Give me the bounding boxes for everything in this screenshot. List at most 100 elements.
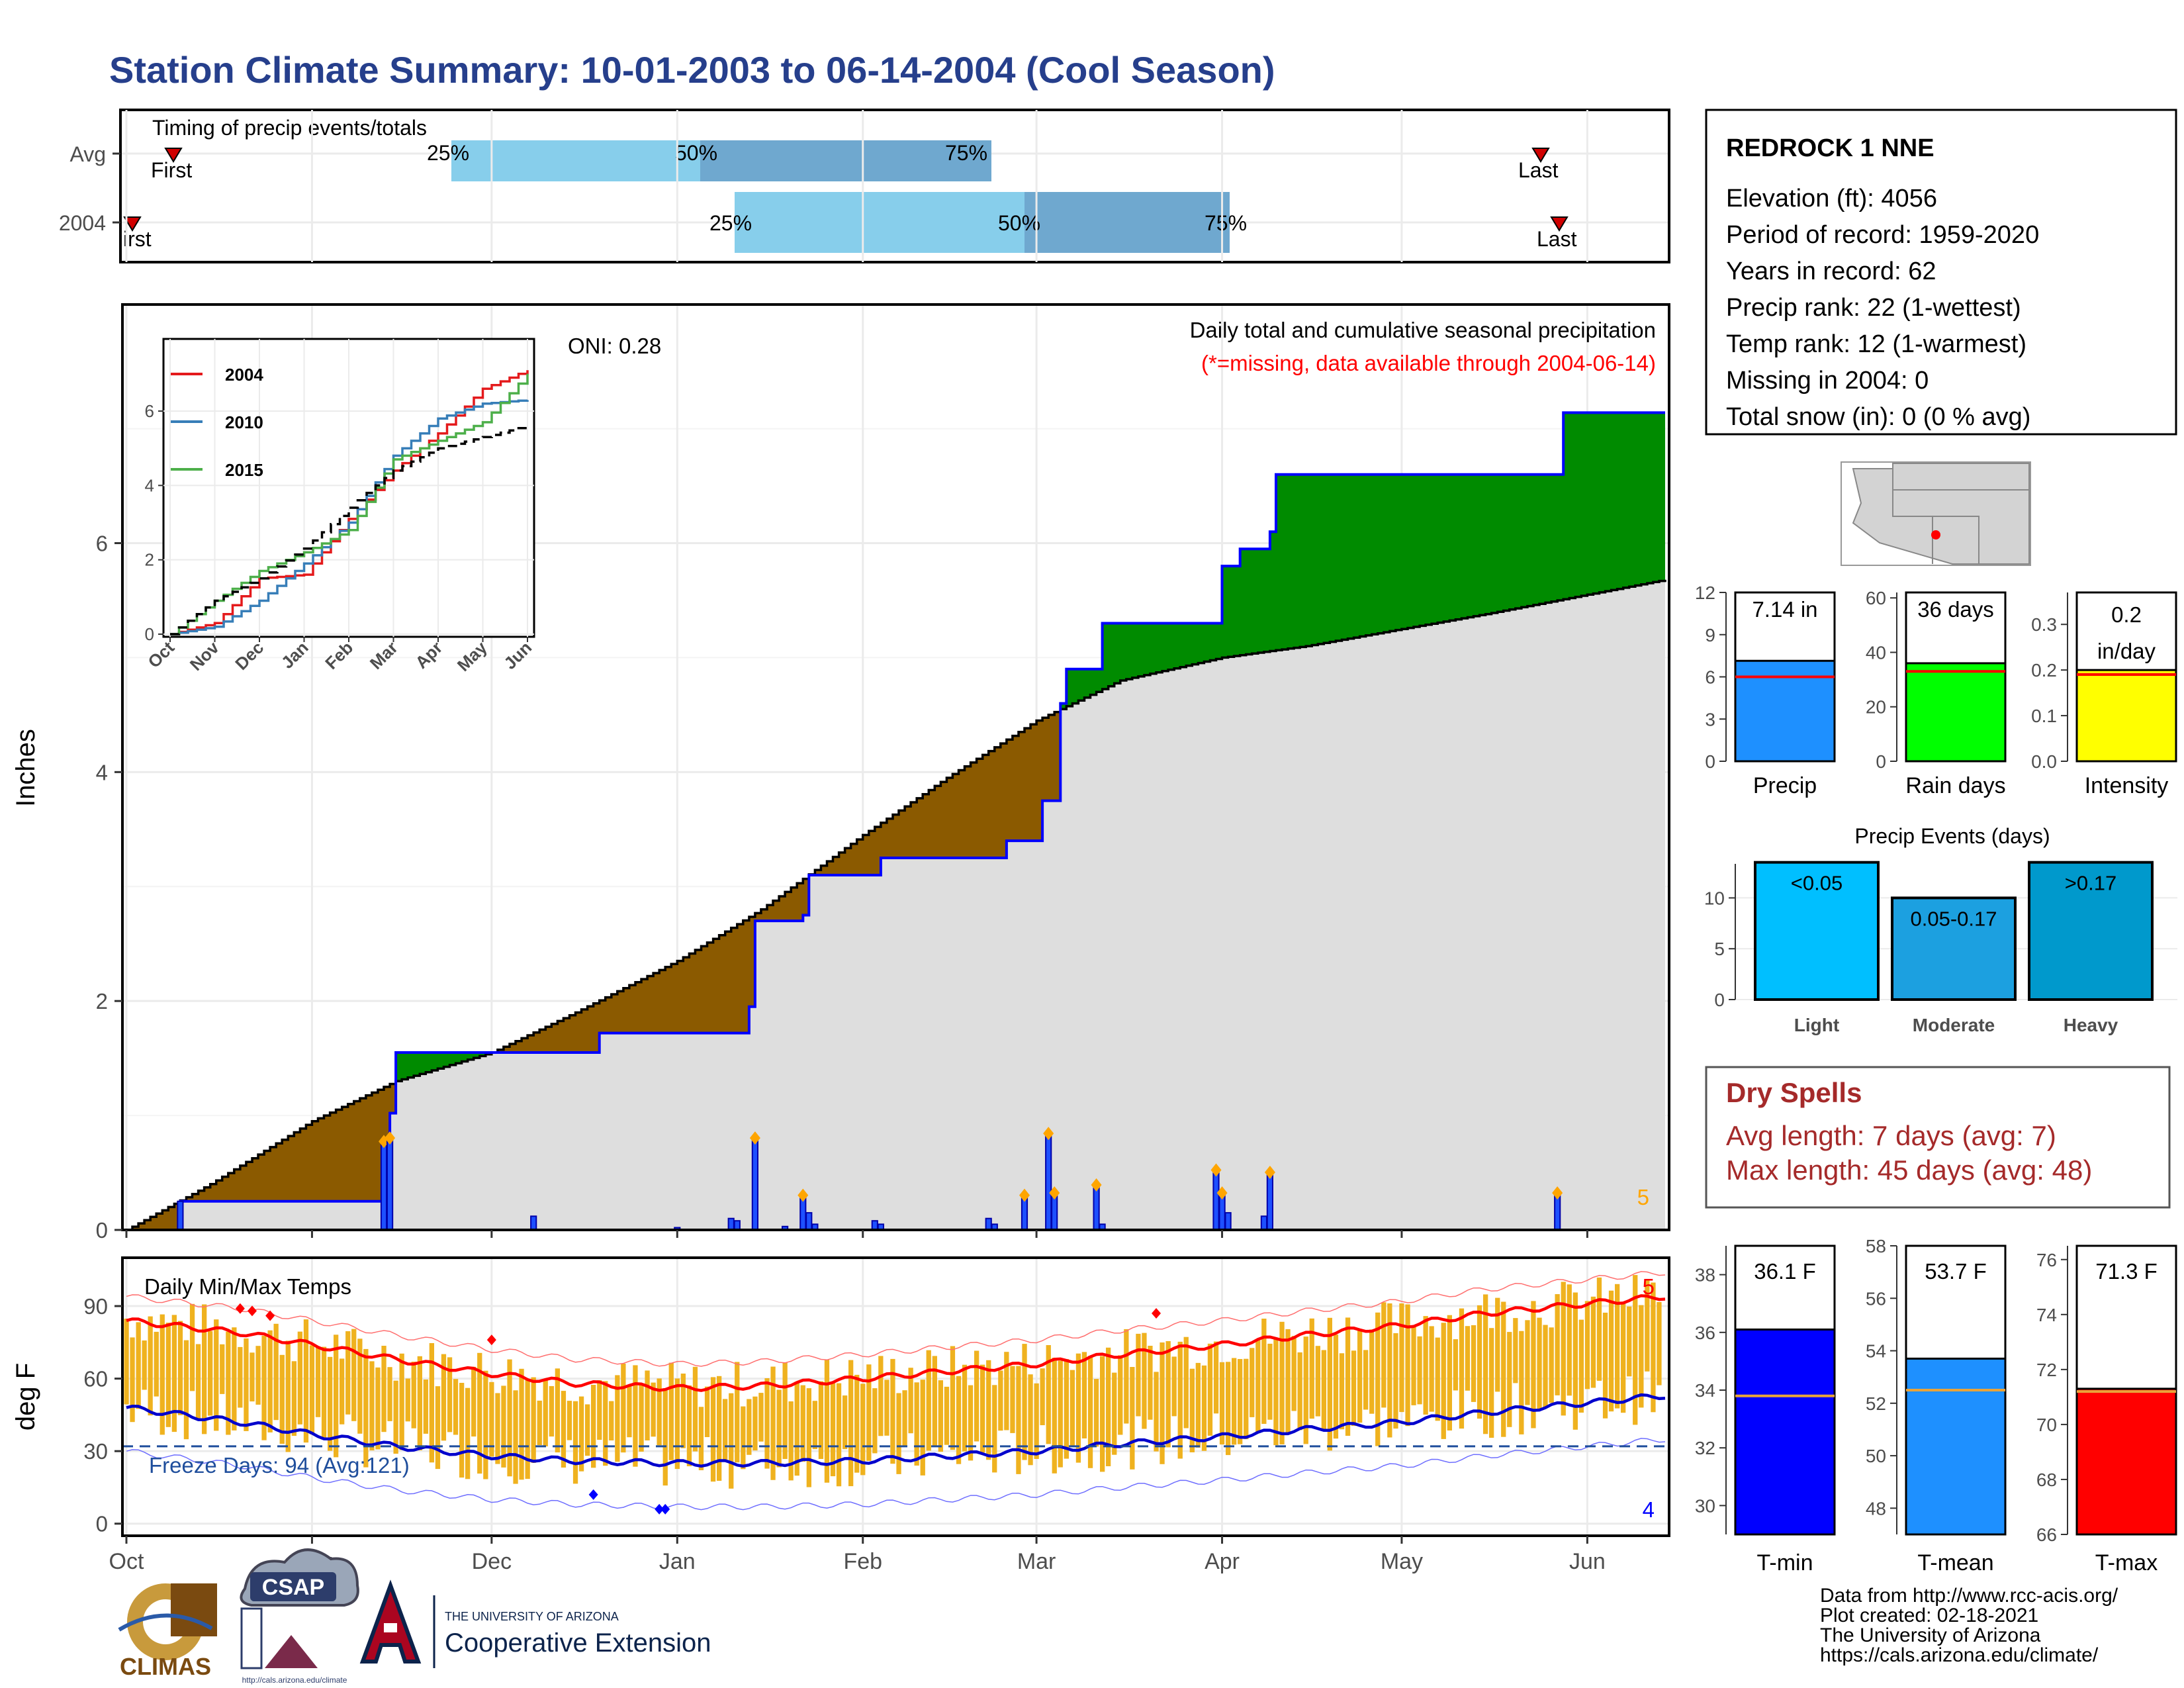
tbar-label: T-min <box>1757 1550 1813 1575</box>
summary-tick-label: 3 <box>1705 709 1715 729</box>
daily-temp-bar <box>1633 1275 1638 1425</box>
daily-temp-bar <box>1058 1360 1063 1468</box>
inset-month-label: Nov <box>186 637 223 675</box>
heavy-event-marker <box>1043 1127 1054 1141</box>
daily-temp-bar <box>1627 1306 1632 1377</box>
tbar-tick-label: 52 <box>1866 1393 1886 1414</box>
inset-month-label: Apr <box>411 637 446 673</box>
inset-series-line-avg <box>170 426 529 635</box>
temp-title: Daily Min/Max Temps <box>144 1274 351 1299</box>
daily-temp-bar <box>1567 1284 1572 1396</box>
daily-temp-bar <box>381 1346 387 1432</box>
month-label: Mar <box>1017 1549 1056 1574</box>
daily-temp-bar <box>477 1352 482 1474</box>
daily-temp-bar <box>399 1353 404 1450</box>
summary-tick-label: 6 <box>1705 667 1715 688</box>
station-name: REDROCK 1 NNE <box>1726 134 1934 162</box>
station-line: Temp rank: 12 (1-warmest) <box>1726 330 2026 358</box>
daily-temp-bar <box>1381 1302 1387 1408</box>
daily-temp-bar <box>159 1314 165 1435</box>
daily-temp-bar <box>1393 1333 1398 1429</box>
y2004-pct-75: 75% <box>1205 211 1247 235</box>
summary-label-precip: Precip <box>1753 773 1817 798</box>
daily-temp-bar <box>525 1380 530 1479</box>
tbar-value: 36.1 F <box>1754 1259 1816 1284</box>
y2004-last-label: Last <box>1537 227 1577 251</box>
timing-title: Timing of precip events/totals <box>152 116 427 140</box>
footer-credits: Data from http://www.rcc-acis.org/ Plot … <box>1820 1585 2118 1666</box>
daily-temp-bar <box>267 1330 273 1432</box>
daily-temp-bar <box>1201 1365 1207 1451</box>
timing-2004-q50-q75 <box>1024 192 1230 253</box>
daily-temp-bar <box>1639 1305 1644 1408</box>
daily-temp-bar <box>195 1344 201 1420</box>
daily-temp-bar <box>1291 1336 1297 1411</box>
daily-temp-bar <box>1273 1338 1279 1446</box>
daily-temp-bar <box>1608 1290 1614 1412</box>
precip-corner-count: 5 <box>1637 1185 1649 1209</box>
daily-temp-bar <box>1345 1317 1351 1436</box>
tbar-value: 53.7 F <box>1925 1259 1987 1284</box>
daily-temp-bar <box>1261 1319 1267 1424</box>
daily-temp-bar <box>1369 1329 1375 1414</box>
tbar-tick-label: 54 <box>1866 1341 1886 1362</box>
daily-temp-bar <box>1136 1333 1141 1417</box>
daily-temp-bar <box>572 1401 578 1484</box>
daily-temp-bar <box>309 1345 315 1434</box>
daily-temp-bar <box>1584 1301 1590 1389</box>
footer-line: https://cals.arizona.edu/climate/ <box>1820 1644 2099 1666</box>
daily-temp-bar <box>735 1362 740 1463</box>
daily-temp-bar <box>854 1374 860 1473</box>
daily-temp-bar <box>938 1380 943 1452</box>
daily-temp-bar <box>1165 1341 1171 1448</box>
daily-temp-bar <box>495 1393 500 1464</box>
daily-temp-bar <box>142 1340 147 1390</box>
arizona-locator-map <box>1841 461 2031 566</box>
ua-top-text: THE UNIVERSITY OF ARIZONA <box>445 1610 619 1623</box>
daily-temp-bar <box>261 1335 267 1440</box>
daily-temp-bar <box>279 1354 285 1444</box>
tbar-tick-label: 36 <box>1695 1323 1715 1343</box>
daily-temp-bar <box>273 1323 279 1421</box>
daily-temp-bar <box>1501 1301 1506 1437</box>
daily-temp-bar <box>1489 1328 1494 1438</box>
daily-temp-bar <box>1555 1294 1560 1395</box>
daily-temp-bar <box>1285 1329 1291 1435</box>
daily-temp-bar <box>1453 1339 1458 1391</box>
tbar-tick-label: 32 <box>1695 1438 1715 1458</box>
daily-temp-bar <box>363 1348 369 1468</box>
inset-series-line-2004 <box>170 370 529 635</box>
page-title: Station Climate Summary: 10-01-2003 to 0… <box>109 49 1275 91</box>
daily-temp-bar <box>723 1399 728 1462</box>
daily-temp-bar <box>465 1387 471 1479</box>
summary-tick-label: 0.2 <box>2031 660 2057 680</box>
footer-line: Data from http://www.rcc-acis.org/ <box>1820 1585 2118 1607</box>
daily-temp-bar <box>387 1367 392 1421</box>
precip-ytick-label: 4 <box>96 760 108 784</box>
daily-temp-bar <box>1596 1277 1602 1381</box>
tbar-tick-label: 72 <box>2036 1360 2057 1380</box>
daily-temp-bar <box>1010 1366 1015 1433</box>
daily-temp-bar <box>291 1361 296 1436</box>
inset-series-line-2010 <box>170 399 529 635</box>
daily-temp-bar <box>950 1346 956 1450</box>
daily-temp-bar <box>627 1385 632 1438</box>
temp-ytick-label: 60 <box>83 1367 108 1391</box>
heavy-event-marker <box>385 1131 396 1145</box>
daily-temp-bar <box>1028 1374 1033 1466</box>
daily-temp-bar <box>1183 1336 1189 1429</box>
month-label: Oct <box>109 1549 144 1574</box>
daily-temp-bar <box>561 1391 567 1468</box>
daily-temp-bar <box>914 1382 919 1466</box>
daily-temp-bar <box>806 1388 811 1487</box>
summary-tick-label: 20 <box>1866 697 1886 718</box>
daily-temp-bar <box>962 1364 968 1452</box>
station-line: Precip rank: 22 (1-wettest) <box>1726 294 2021 322</box>
daily-temp-bar <box>1195 1362 1201 1448</box>
daily-temp-bar <box>232 1327 237 1430</box>
summary-bar-intensity <box>2075 669 2177 763</box>
temperature-summary-bars: 30 32 34 36 38 36.1 F T-min 48 50 52 54 56 58 53.7 F T… <box>1695 1236 2177 1575</box>
daily-temp-bar <box>968 1385 974 1461</box>
summary-bar-raindays <box>1905 662 2007 763</box>
avg-pct-75: 75% <box>945 141 987 165</box>
